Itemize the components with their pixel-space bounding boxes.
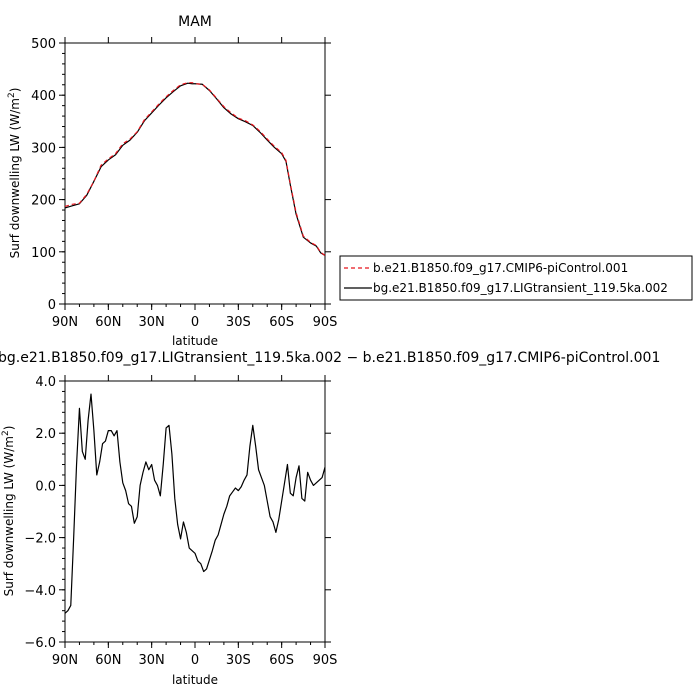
legend-box bbox=[339, 255, 693, 301]
top-y-tick-label: 100 bbox=[31, 246, 56, 261]
bottom-plot-frame bbox=[64, 380, 326, 643]
bottom-panel: bg.e21.B1850.f09_g17.LIGtransient_119.5k… bbox=[0, 350, 660, 687]
legend: b.e21.B1850.f09_g17.CMIP6-piControl.001 … bbox=[339, 255, 693, 301]
bottom-x-tick-label: 60S bbox=[269, 653, 294, 668]
top-y-axis: 0 100 200 300 400 500 bbox=[31, 37, 331, 313]
top-y-tick-label: 0 bbox=[48, 298, 56, 313]
top-chart-title: MAM bbox=[178, 14, 212, 30]
bottom-y-axis-label: Surf downwelling LW (W/m2) bbox=[1, 426, 16, 597]
bottom-x-tick-label: 30N bbox=[139, 653, 165, 668]
top-panel: MAM 0 100 200 300 400 500 90N 60N 30N 0 30S 60S 90S… bbox=[7, 14, 337, 348]
legend-label-piControl: b.e21.B1850.f09_g17.CMIP6-piControl.001 bbox=[373, 261, 628, 275]
top-x-tick-label: 30N bbox=[139, 315, 165, 330]
top-plot-frame bbox=[64, 42, 326, 305]
top-x-tick-label: 60N bbox=[95, 315, 121, 330]
bottom-chart-title: bg.e21.B1850.f09_g17.LIGtransient_119.5k… bbox=[0, 350, 660, 366]
top-x-tick-label: 90S bbox=[313, 315, 338, 330]
top-x-tick-label: 0 bbox=[191, 315, 199, 330]
top-y-tick-label: 200 bbox=[31, 194, 56, 209]
bottom-x-axis-label: latitude bbox=[172, 673, 218, 687]
legend-label-LIGtransient: bg.e21.B1850.f09_g17.LIGtransient_119.5k… bbox=[373, 281, 668, 295]
bottom-y-tick-label: 0.0 bbox=[35, 479, 56, 494]
bottom-y-tick-label: 2.0 bbox=[35, 427, 56, 442]
top-y-axis-label: Surf downwelling LW (W/m2) bbox=[7, 88, 22, 259]
top-y-tick-label: 500 bbox=[31, 37, 56, 52]
bottom-x-tick-label: 30S bbox=[226, 653, 251, 668]
top-series-group bbox=[64, 82, 326, 256]
top-y-tick-label: 300 bbox=[31, 141, 56, 156]
top-series-line-1 bbox=[64, 82, 326, 256]
bottom-y-tick-label: 4.0 bbox=[35, 375, 56, 390]
bottom-x-tick-label: 90N bbox=[52, 653, 78, 668]
top-x-axis: 90N 60N 30N 0 30S 60S 90S bbox=[52, 37, 338, 330]
bottom-y-tick-label: −2.0 bbox=[24, 532, 56, 547]
bottom-y-tick-label: −4.0 bbox=[24, 584, 56, 599]
top-y-tick-label: 400 bbox=[31, 89, 56, 104]
bottom-x-tick-label: 90S bbox=[313, 653, 338, 668]
top-x-axis-label: latitude bbox=[172, 334, 218, 348]
top-x-tick-label: 60S bbox=[269, 315, 294, 330]
bottom-x-tick-label: 0 bbox=[191, 653, 199, 668]
bottom-x-axis: 90N 60N 30N 0 30S 60S 90S bbox=[52, 375, 338, 668]
bottom-y-axis: −6.0 −4.0 −2.0 0.0 2.0 4.0 bbox=[24, 375, 331, 651]
bottom-y-tick-label: −6.0 bbox=[24, 636, 56, 651]
bottom-x-tick-label: 60N bbox=[95, 653, 121, 668]
bottom-series-line-0 bbox=[64, 393, 326, 614]
bottom-series-group bbox=[64, 393, 326, 614]
top-x-tick-label: 30S bbox=[226, 315, 251, 330]
top-series-line-0 bbox=[64, 82, 326, 256]
top-x-tick-label: 90N bbox=[52, 315, 78, 330]
